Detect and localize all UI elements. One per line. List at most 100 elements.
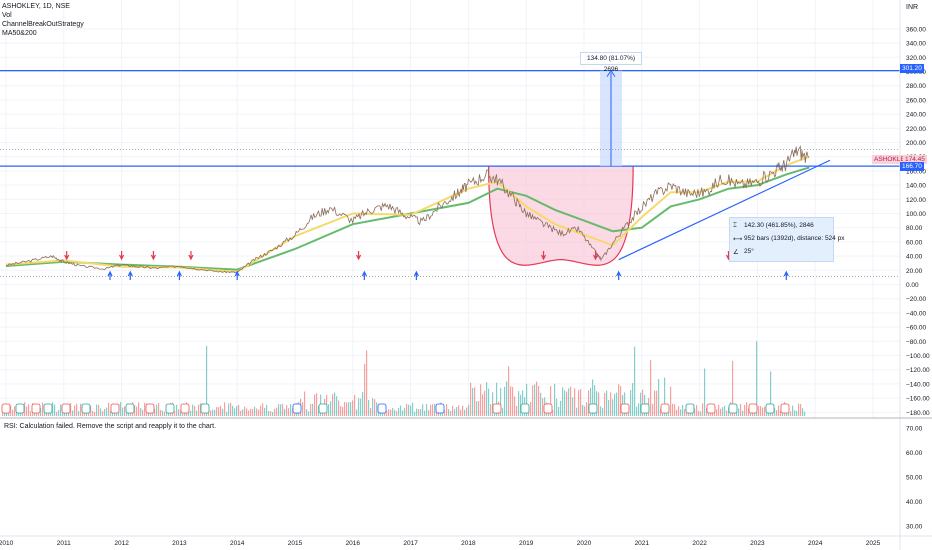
volume-bar — [138, 402, 140, 416]
volume-bar — [800, 404, 802, 416]
volume-bar — [614, 393, 616, 416]
volume-bar — [564, 390, 566, 416]
volume-bar — [266, 405, 268, 416]
volume-bar — [802, 408, 804, 416]
volume-bar — [316, 393, 318, 416]
volume-bar — [536, 381, 538, 416]
volume-bar — [358, 398, 360, 416]
volume-bar — [724, 405, 726, 416]
volume-bar — [748, 408, 750, 416]
earnings-badge — [318, 403, 328, 414]
y-tick-label: −80.00 — [906, 339, 926, 346]
earnings-badge — [543, 403, 553, 414]
volume-bar — [414, 411, 416, 416]
volume-bar — [268, 410, 270, 416]
sell-arrow — [188, 251, 194, 261]
earnings-badge — [31, 403, 41, 414]
volume-bar — [150, 411, 152, 416]
volume-bar — [102, 411, 104, 416]
volume-bar — [162, 410, 164, 416]
volume-bar — [720, 408, 722, 416]
volume-bar — [216, 407, 218, 416]
volume-bar — [620, 386, 622, 416]
measure-top-label: 134.80 (81.07%) 2696 — [580, 52, 642, 73]
volume-bar — [530, 401, 532, 416]
rsi-tick-label: 60.00 — [906, 450, 923, 457]
volume-bar — [526, 383, 528, 416]
volume-bar — [516, 405, 518, 416]
volume-bar — [122, 407, 124, 416]
volume-bar — [672, 403, 674, 416]
volume-bar — [154, 408, 156, 416]
volume-bar — [560, 400, 562, 416]
volume-bar — [350, 402, 352, 416]
volume-bar — [156, 404, 158, 416]
volume-bar — [218, 407, 220, 416]
volume-bar — [178, 409, 180, 416]
volume-bar — [42, 402, 44, 416]
rsi-tick-label: 40.00 — [906, 499, 923, 506]
volume-bar — [602, 407, 604, 416]
volume-bar — [230, 402, 232, 416]
volume-bar — [696, 405, 698, 416]
volume-bar — [604, 392, 606, 416]
volume-bar — [510, 386, 512, 416]
volume-bar — [260, 405, 262, 416]
ma200-line — [5, 166, 810, 271]
volume-bar — [740, 403, 742, 416]
volume-bar — [74, 405, 76, 416]
earnings-badge — [125, 403, 135, 414]
ma50-line — [5, 155, 810, 273]
volume-bar — [540, 392, 542, 416]
volume-bar — [238, 404, 240, 416]
legend-vol[interactable]: Vol — [2, 12, 12, 19]
x-tick-label: 2011 — [57, 540, 71, 547]
volume-bar — [404, 407, 406, 416]
volume-bar — [486, 382, 488, 416]
volume-bar — [596, 391, 598, 416]
earnings-badge — [15, 403, 25, 414]
earnings-badge — [43, 403, 53, 414]
volume-bar — [474, 387, 476, 416]
buy-arrow — [783, 270, 789, 280]
volume-bar — [264, 407, 266, 416]
volume-bar — [346, 402, 348, 416]
sell-arrow — [593, 251, 599, 261]
volume-bar — [288, 408, 290, 416]
volume-bar — [512, 386, 514, 416]
volume-bar — [314, 394, 316, 416]
volume-bar — [212, 409, 214, 416]
volume-bar — [792, 405, 794, 416]
volume-bar — [354, 394, 356, 416]
volume-bar — [304, 391, 306, 416]
volume-bar — [518, 391, 520, 416]
volume-bar — [12, 409, 14, 416]
rsi-tick-label: 30.00 — [906, 524, 923, 531]
volume-bar — [90, 405, 92, 416]
y-tick-label: 200.00 — [906, 140, 926, 147]
sell-arrow — [150, 251, 156, 261]
volume-bar — [402, 410, 404, 416]
volume-bar — [224, 402, 226, 416]
price-lines — [5, 144, 810, 274]
currency-label[interactable]: INR — [906, 4, 919, 11]
earnings-badge — [165, 403, 175, 414]
volume-bar — [638, 403, 640, 416]
sell-arrow — [119, 251, 125, 261]
earnings-badge — [765, 403, 775, 414]
earnings-badge — [520, 403, 530, 414]
volume-bar — [248, 410, 250, 416]
legend-symbol[interactable]: ASHOKLEY, 1D, NSE — [2, 3, 70, 10]
volume-bar — [722, 407, 724, 416]
volume-bar — [398, 407, 400, 416]
volume-bar — [634, 346, 636, 416]
volume-bar — [456, 407, 458, 416]
legend-ma[interactable]: MA50&200 — [2, 30, 37, 37]
legend-channel-breakout[interactable]: ChannelBreakOutStrategy — [2, 21, 84, 28]
volume-bar — [408, 404, 410, 416]
y-tick-label: −20.00 — [906, 296, 926, 303]
volume-bar — [366, 350, 368, 416]
x-tick-label: 2016 — [346, 540, 361, 547]
